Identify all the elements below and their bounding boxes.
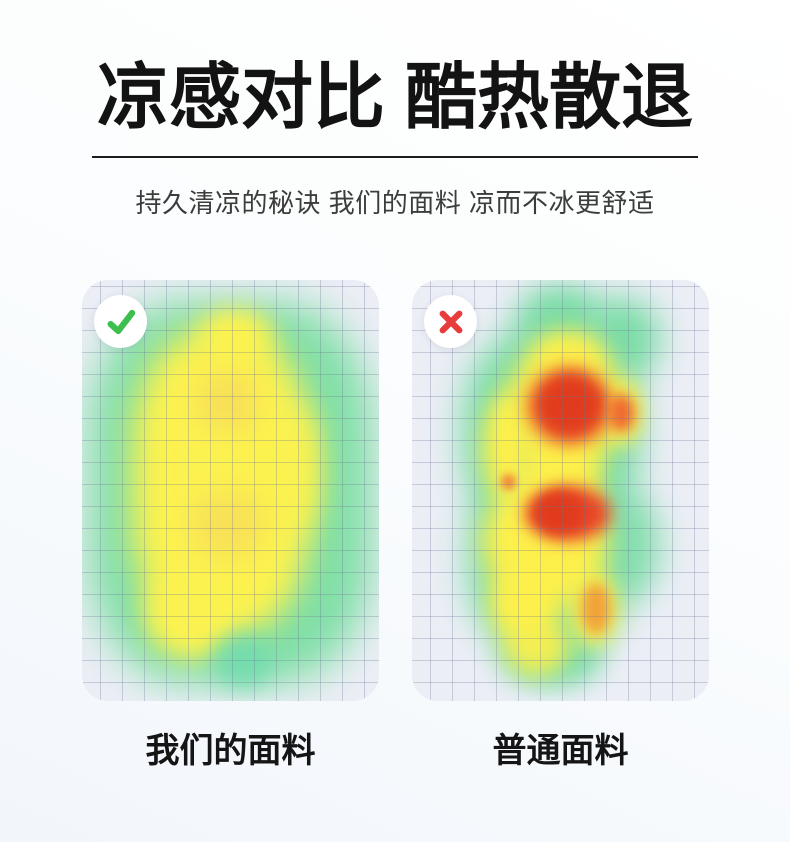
- thermal-blob: [197, 309, 273, 369]
- fail-badge: [424, 295, 477, 348]
- thermal-blob: [266, 406, 320, 533]
- thermal-hotspot: [501, 473, 516, 491]
- thermal-hotspot: [533, 490, 585, 533]
- pass-badge: [94, 295, 147, 348]
- page-title: 凉感对比 酷热散退: [96, 58, 693, 138]
- thermal-panel-ours: [82, 280, 379, 701]
- thermal-blob: [504, 616, 570, 676]
- thermal-blob: [194, 372, 261, 432]
- cross-icon: [433, 304, 469, 340]
- thermal-hotspot: [608, 393, 635, 432]
- thermal-blob: [212, 633, 273, 689]
- thermal-blob: [188, 490, 267, 558]
- thermal-heatmap-hot: [412, 280, 709, 701]
- title-divider: [92, 156, 698, 158]
- thermal-hotspot: [539, 376, 600, 432]
- panel-label-ours: 我们的面料: [145, 732, 316, 770]
- panel-label-ordinary: 普通面料: [492, 732, 629, 770]
- panel-labels: 我们的面料 普通面料: [82, 723, 709, 772]
- thermal-heatmap-cool: [82, 280, 379, 701]
- page-subtitle: 持久清凉的秘诀 我们的面料 凉而不冰更舒适: [135, 188, 655, 218]
- check-icon: [103, 304, 139, 340]
- thermal-panel-ordinary: [412, 280, 709, 701]
- thermal-hotspot: [581, 583, 611, 634]
- comparison-panels: [82, 280, 709, 701]
